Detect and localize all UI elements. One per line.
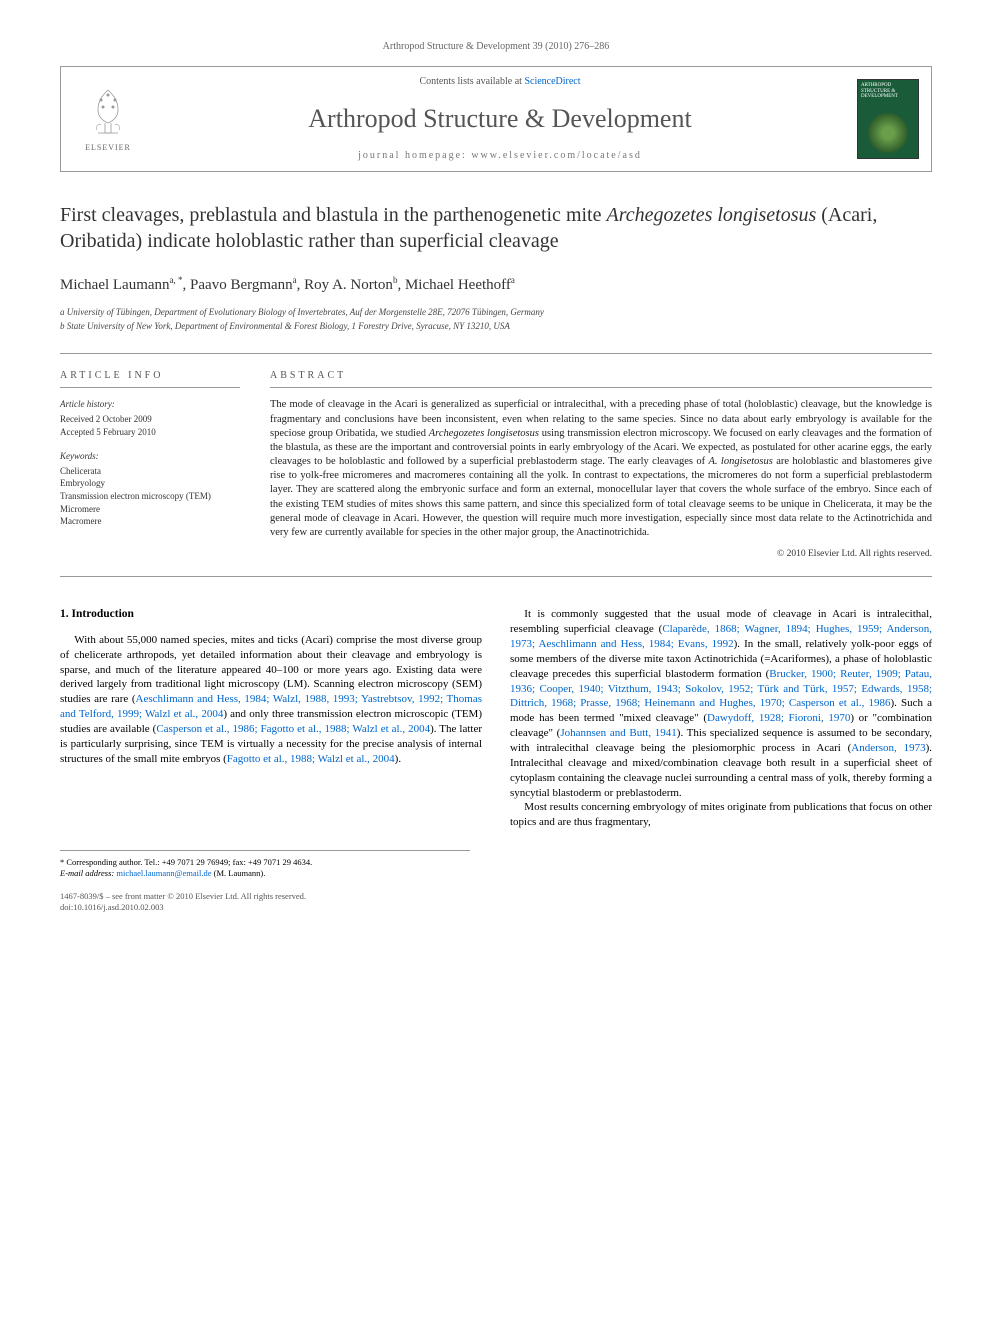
received-date: Received 2 October 2009 bbox=[60, 413, 240, 426]
p1-seg-d: ). bbox=[395, 753, 401, 765]
ref-group-3[interactable]: Fagotto et al., 1988; Walzl et al., 2004 bbox=[227, 753, 395, 765]
accepted-date: Accepted 5 February 2010 bbox=[60, 426, 240, 439]
p3-text: Most results concerning embryology of mi… bbox=[510, 801, 932, 828]
article-info-heading: ARTICLE INFO bbox=[60, 369, 240, 388]
doi-line: doi:10.1016/j.asd.2010.02.003 bbox=[60, 902, 932, 913]
citation-header: Arthropod Structure & Development 39 (20… bbox=[60, 40, 932, 54]
abstract-species-1: Archegozetes longisetosus bbox=[429, 428, 539, 439]
article-title: First cleavages, preblastula and blastul… bbox=[60, 202, 932, 254]
affiliation-b: b State University of New York, Departme… bbox=[60, 320, 932, 334]
sciencedirect-link[interactable]: ScienceDirect bbox=[524, 76, 580, 87]
ref-group-8[interactable]: Anderson, 1973 bbox=[851, 742, 925, 754]
article-history-block: Article history: Received 2 October 2009… bbox=[60, 398, 240, 438]
keyword-3: Micromere bbox=[60, 503, 240, 516]
affiliation-a: a University of Tübingen, Department of … bbox=[60, 306, 932, 320]
elsevier-tree-icon bbox=[83, 85, 133, 140]
keywords-block: Keywords: Chelicerata Embryology Transmi… bbox=[60, 450, 240, 528]
abstract-seg-4: are holoblastic and blastomeres give ris… bbox=[270, 456, 932, 538]
email-suffix: (M. Laumann). bbox=[212, 868, 266, 878]
author-3: Roy A. Norton bbox=[304, 277, 393, 293]
publisher-logo: ELSEVIER bbox=[73, 85, 143, 153]
keywords-label: Keywords: bbox=[60, 450, 240, 463]
title-species-italic: Archegozetes longisetosus bbox=[606, 204, 816, 226]
corresponding-author-note: * Corresponding author. Tel.: +49 7071 2… bbox=[60, 850, 470, 879]
keyword-2: Transmission electron microscopy (TEM) bbox=[60, 490, 240, 503]
publisher-name: ELSEVIER bbox=[85, 142, 131, 153]
body-two-column: 1. Introduction With about 55,000 named … bbox=[60, 607, 932, 830]
journal-cover-thumbnail: ARTHROPOD STRUCTURE & DEVELOPMENT bbox=[857, 79, 919, 159]
ref-group-2[interactable]: Casperson et al., 1986; Fagotto et al., … bbox=[156, 723, 430, 735]
page-footer: 1467-8039/$ – see front matter © 2010 El… bbox=[60, 891, 932, 913]
affiliations-block: a University of Tübingen, Department of … bbox=[60, 306, 932, 333]
cover-title-text: ARTHROPOD STRUCTURE & DEVELOPMENT bbox=[861, 83, 918, 100]
intro-para-1: With about 55,000 named species, mites a… bbox=[60, 633, 482, 767]
keyword-1: Embryology bbox=[60, 477, 240, 490]
body-column-left: 1. Introduction With about 55,000 named … bbox=[60, 607, 482, 830]
history-label: Article history: bbox=[60, 398, 240, 411]
body-column-right: It is commonly suggested that the usual … bbox=[510, 607, 932, 830]
abstract-body: The mode of cleavage in the Acari is gen… bbox=[270, 398, 932, 540]
info-abstract-row: ARTICLE INFO Article history: Received 2… bbox=[60, 353, 932, 577]
journal-center-block: Contents lists available at ScienceDirec… bbox=[143, 75, 857, 163]
author-4-affil: a bbox=[511, 275, 515, 285]
issn-copyright-line: 1467-8039/$ – see front matter © 2010 El… bbox=[60, 891, 932, 902]
intro-para-3: Most results concerning embryology of mi… bbox=[510, 800, 932, 830]
author-1-affil: a, * bbox=[170, 275, 183, 285]
ref-group-7[interactable]: Johannsen and Butt, 1941 bbox=[560, 727, 676, 739]
cover-image-icon bbox=[868, 113, 908, 153]
author-2-affil: a bbox=[293, 275, 297, 285]
ref-group-6[interactable]: Dawydoff, 1928; Fioroni, 1970 bbox=[707, 712, 850, 724]
keyword-0: Chelicerata bbox=[60, 465, 240, 478]
abstract-copyright: © 2010 Elsevier Ltd. All rights reserved… bbox=[270, 548, 932, 561]
journal-homepage-url: journal homepage: www.elsevier.com/locat… bbox=[143, 149, 857, 163]
corresponding-contact: * Corresponding author. Tel.: +49 7071 2… bbox=[60, 857, 470, 868]
intro-para-2: It is commonly suggested that the usual … bbox=[510, 607, 932, 800]
author-1: Michael Laumann bbox=[60, 277, 170, 293]
title-part-1: First cleavages, preblastula and blastul… bbox=[60, 204, 606, 226]
article-info-column: ARTICLE INFO Article history: Received 2… bbox=[60, 369, 240, 561]
section-1-heading: 1. Introduction bbox=[60, 607, 482, 623]
contents-available-line: Contents lists available at ScienceDirec… bbox=[143, 75, 857, 89]
author-4: Michael Heethoff bbox=[405, 277, 511, 293]
author-3-affil: b bbox=[393, 275, 398, 285]
abstract-heading: ABSTRACT bbox=[270, 369, 932, 388]
abstract-column: ABSTRACT The mode of cleavage in the Aca… bbox=[270, 369, 932, 561]
journal-header-box: ELSEVIER Contents lists available at Sci… bbox=[60, 66, 932, 172]
author-list: Michael Laumanna, *, Paavo Bergmanna, Ro… bbox=[60, 274, 932, 296]
keyword-4: Macromere bbox=[60, 515, 240, 528]
email-line: E-mail address: michael.laumann@email.de… bbox=[60, 868, 470, 879]
email-label: E-mail address: bbox=[60, 868, 116, 878]
author-email-link[interactable]: michael.laumann@email.de bbox=[116, 868, 211, 878]
author-2: Paavo Bergmann bbox=[190, 277, 293, 293]
contents-prefix: Contents lists available at bbox=[419, 76, 524, 87]
journal-title: Arthropod Structure & Development bbox=[143, 101, 857, 137]
abstract-species-2: A. longisetosus bbox=[708, 456, 772, 467]
